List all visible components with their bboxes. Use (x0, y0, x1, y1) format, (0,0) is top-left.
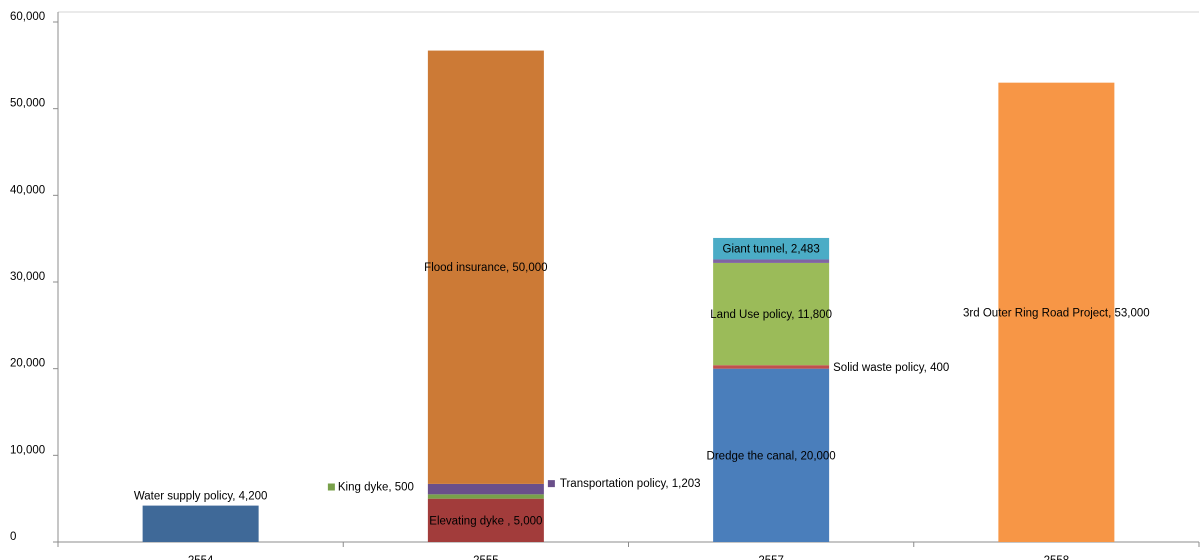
bar-segment (713, 262, 830, 366)
y-tick-label: 20,000 (10, 358, 45, 370)
bar-segment (713, 259, 830, 263)
x-tick-label: 2557 (758, 555, 784, 560)
y-tick-label: 40,000 (10, 184, 45, 196)
data-label: Water supply policy, 4,200 (134, 491, 268, 503)
data-label-marker (547, 480, 555, 488)
data-label: Giant tunnel, 2,483 (723, 244, 820, 256)
chart-bars (142, 50, 1115, 543)
data-label: Elevating dyke , 5,000 (429, 515, 542, 527)
x-tick-label: 2558 (1044, 555, 1070, 560)
data-label: King dyke, 500 (338, 482, 414, 494)
data-label: Land Use policy, 11,800 (710, 309, 832, 321)
bar-segment (713, 237, 830, 260)
data-label: Flood insurance, 50,000 (424, 262, 547, 274)
y-tick-label: 10,000 (10, 444, 45, 456)
data-label: Dredge the canal, 20,000 (707, 450, 836, 462)
x-tick-label: 2554 (188, 555, 214, 560)
x-tick-label: 2555 (473, 555, 499, 560)
y-tick-label: 50,000 (10, 98, 45, 110)
bar-segment (713, 365, 830, 369)
y-tick-label: 30,000 (10, 271, 45, 283)
bar-segment (713, 368, 830, 542)
data-label: Solid waste policy, 400 (833, 362, 949, 374)
data-label: 3rd Outer Ring Road Project, 53,000 (963, 307, 1150, 319)
y-tick-label: 0 (10, 531, 16, 543)
data-label-marker (327, 483, 335, 491)
bar-segment (998, 82, 1115, 543)
data-label: Transportation policy, 1,203 (560, 478, 701, 490)
bar-segment (427, 483, 544, 495)
y-tick-label: 60,000 (10, 11, 45, 23)
bar-segment (142, 505, 259, 542)
bar-segment (427, 498, 544, 542)
bar-segment (427, 50, 544, 484)
chart-data-labels: Water supply policy, 4,200 Elevating dyke… (134, 244, 1150, 528)
bar-segment (427, 494, 544, 499)
